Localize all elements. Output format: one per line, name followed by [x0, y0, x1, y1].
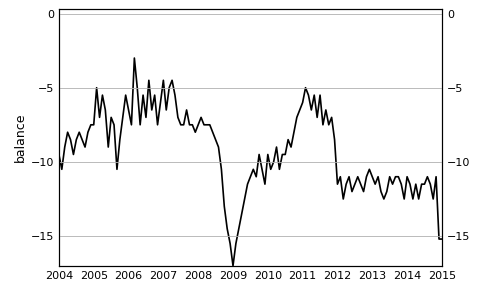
Y-axis label: balance: balance: [14, 113, 27, 162]
